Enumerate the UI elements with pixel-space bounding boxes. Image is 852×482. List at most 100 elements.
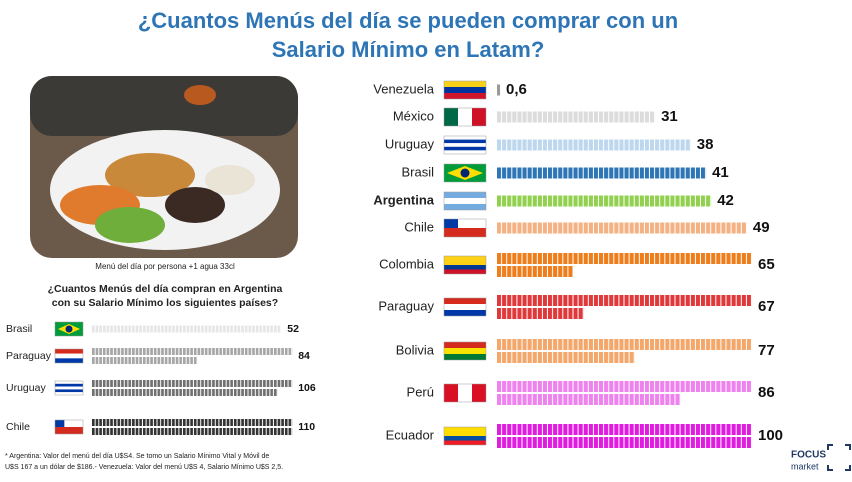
flag-stripe: [55, 389, 83, 393]
flag: [54, 321, 84, 337]
flag-stripe: [55, 392, 83, 395]
bar-segment: [92, 428, 293, 435]
flag-stripe: [55, 383, 83, 387]
category-label: Brasil: [6, 323, 32, 335]
flag-stripe: [444, 192, 486, 198]
bar: [92, 380, 293, 396]
flag-stripe: [444, 436, 486, 441]
bar-segment: [497, 295, 752, 306]
bar-segment: [497, 139, 691, 151]
category-label: Paraguay: [378, 298, 434, 313]
value-label: 67: [758, 298, 775, 315]
flag-border: [443, 107, 487, 127]
flag: [54, 380, 84, 396]
flag-border: [443, 191, 487, 211]
flag: [443, 163, 487, 183]
flag-stripe: [458, 108, 472, 126]
value-label: 65: [758, 256, 775, 273]
flag-border: [443, 218, 487, 238]
footnote: * Argentina: Valor del menú del día U$S4…: [5, 453, 269, 460]
footnote: U$S 167 a un dólar de $186.- Venezuela: …: [5, 464, 283, 471]
flag: [443, 341, 487, 361]
bar: [92, 348, 293, 364]
flag-border: [54, 380, 84, 396]
flag-shape: [460, 168, 470, 178]
flag-stripe: [444, 93, 486, 99]
photo: [30, 76, 298, 258]
bar: [497, 139, 691, 151]
value-label: 38: [697, 136, 714, 153]
category-label: Venezuela: [373, 81, 434, 96]
flag-stripe: [55, 427, 83, 434]
flag-border: [443, 297, 487, 317]
category-label: Colombia: [379, 256, 435, 271]
logo-text: FOCUS: [791, 450, 826, 461]
flag-stripe: [444, 204, 486, 210]
value-label: 110: [298, 421, 315, 433]
category-label: Brasil: [401, 164, 434, 179]
bar-segment: [497, 222, 747, 234]
title: Salario Mínimo en Latam?: [272, 37, 545, 62]
flag-border: [54, 348, 84, 364]
flag: [443, 191, 487, 211]
category-label: Perú: [407, 384, 434, 399]
flag-stripe: [472, 384, 486, 402]
flag-stripe: [444, 310, 486, 316]
flag-stripe: [444, 81, 486, 87]
flag: [443, 107, 487, 127]
flag-stripe: [444, 427, 486, 432]
flag-stripe: [444, 87, 486, 93]
bar-segment: [497, 381, 752, 392]
flag-stripe: [472, 108, 486, 126]
flag-stripe: [444, 228, 486, 237]
flag-stripe: [444, 298, 486, 304]
value-label: 77: [758, 342, 775, 359]
value-label: 41: [712, 164, 729, 181]
bar-segment: [92, 348, 293, 355]
bar: [92, 419, 293, 435]
flag-border: [443, 135, 487, 155]
bar-segment: [92, 380, 293, 387]
category-label: Uruguay: [6, 382, 46, 394]
bar-segment: [92, 357, 198, 364]
flag-border: [443, 80, 487, 100]
bar-segment: [497, 111, 656, 123]
value-label: 100: [758, 427, 783, 444]
bar: [497, 167, 707, 179]
flag-stripe: [444, 354, 486, 360]
flag-stripe: [444, 143, 486, 147]
bar-segment: [497, 308, 584, 319]
bar-segment: [92, 389, 278, 396]
flag-stripe: [55, 353, 83, 359]
logo: FOCUS market: [791, 444, 851, 471]
flag-stripe: [444, 384, 458, 402]
flag-stripe: [55, 420, 65, 427]
value-label: 106: [298, 382, 316, 394]
category-label: Chile: [6, 421, 30, 433]
flag-stripe: [444, 108, 458, 126]
flag-stripe: [444, 260, 486, 265]
flag-stripe: [444, 304, 486, 310]
bar-segment: [497, 84, 501, 96]
bar: [497, 339, 752, 363]
subchart-title: con su Salario Mínimo los siguientes paí…: [52, 297, 278, 309]
value-label: 86: [758, 384, 775, 401]
bar-segment: [497, 253, 752, 264]
logo-text: market: [791, 461, 819, 471]
category-label: México: [393, 108, 434, 123]
flag-stripe: [55, 358, 83, 363]
flag-border: [443, 383, 487, 403]
bar: [497, 381, 752, 405]
flag-border: [443, 341, 487, 361]
flag-stripe: [444, 219, 486, 228]
flag: [443, 218, 487, 238]
value-label: 49: [753, 219, 770, 236]
category-label: Bolivia: [396, 342, 435, 357]
category-label: Ecuador: [386, 427, 435, 442]
flag-stripe: [444, 348, 486, 354]
bar-segment: [92, 419, 293, 426]
value-label: 31: [661, 108, 678, 125]
bar-segment: [497, 266, 574, 277]
title: ¿Cuantos Menús del día se pueden comprar…: [138, 8, 678, 33]
